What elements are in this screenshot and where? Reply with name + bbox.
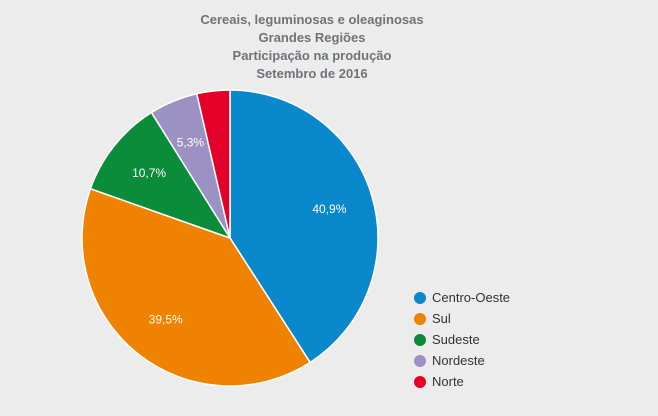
legend-label: Centro-Oeste [432, 290, 511, 305]
legend-label: Sudeste [432, 332, 480, 347]
data-label-centro-oeste: 40,9% [312, 202, 346, 216]
pie-slice-sudeste [89, 111, 232, 240]
legend-swatch [414, 354, 426, 367]
data-label-nordeste: 5,3% [177, 135, 205, 149]
title-line-4: Setembro de 2016 [256, 66, 368, 81]
legend-label: Nordeste [432, 353, 485, 368]
chart-title: Cereais, leguminosas e oleaginosas Grand… [0, 11, 624, 83]
legend: Centro-Oeste Sul Sudeste Nordeste Norte [414, 287, 510, 392]
legend-item-centro-oeste: Centro-Oeste [414, 287, 510, 308]
title-line-2: Grandes Regiões [258, 30, 366, 45]
legend-label: Norte [432, 374, 464, 389]
legend-swatch [414, 291, 426, 304]
title-line-1: Cereais, leguminosas e oleaginosas [200, 12, 424, 27]
data-label-sul: 39,5% [149, 312, 183, 326]
legend-swatch [414, 333, 426, 346]
data-label-sudeste: 10,7% [132, 166, 166, 180]
legend-swatch [414, 375, 426, 388]
legend-swatch [414, 312, 426, 325]
legend-label: Sul [432, 311, 451, 326]
legend-item-sul: Sul [414, 308, 510, 329]
title-line-3: Participação na produção [232, 48, 392, 63]
legend-item-nordeste: Nordeste [414, 350, 510, 371]
legend-item-sudeste: Sudeste [414, 329, 510, 350]
pie-slice-norte [195, 89, 231, 239]
legend-item-norte: Norte [414, 371, 510, 392]
pie-slice-sul [81, 187, 312, 387]
